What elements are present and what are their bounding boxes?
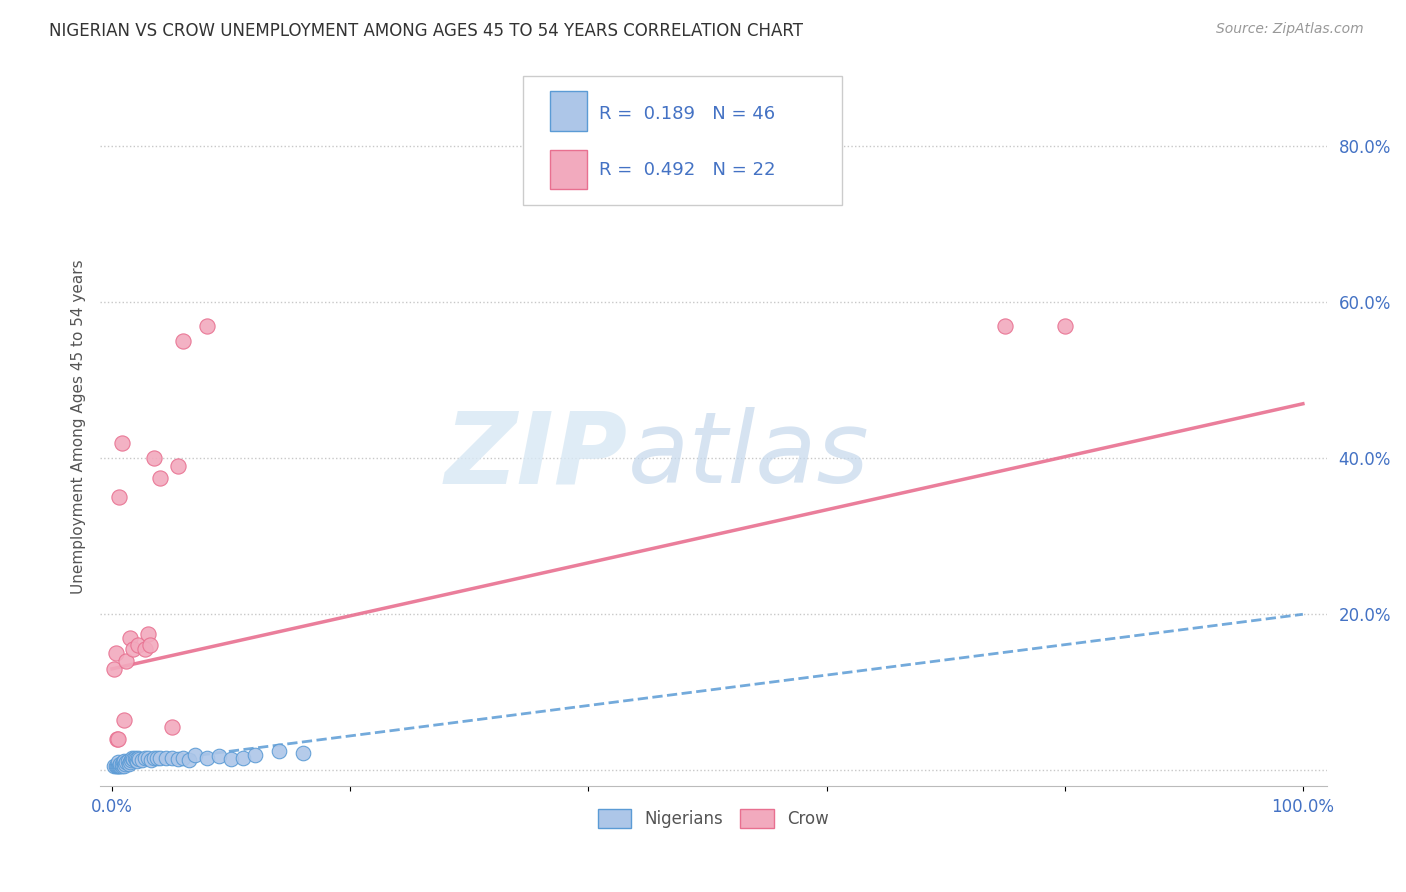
Point [110, 759, 132, 773]
Point [107, 756, 129, 770]
Point [128, 752, 150, 766]
Point [103, 662, 125, 676]
Legend: Nigerians, Crow: Nigerians, Crow [592, 802, 835, 835]
Point [142, 751, 165, 765]
Point [125, 752, 148, 766]
Point [108, 759, 131, 773]
Point [149, 471, 172, 485]
Point [105, 731, 128, 746]
Point [195, 750, 218, 764]
Point [136, 750, 159, 764]
Point [994, 318, 1017, 333]
Point [105, 759, 128, 773]
Point [184, 747, 207, 762]
Point [166, 459, 188, 474]
Point [107, 731, 129, 746]
Point [118, 756, 141, 770]
Point [134, 751, 156, 765]
Point [117, 754, 139, 768]
Point [111, 756, 134, 770]
Point [103, 759, 125, 773]
Text: R =  0.189   N = 46: R = 0.189 N = 46 [599, 105, 776, 123]
Point [108, 491, 131, 505]
Text: ZIP: ZIP [444, 408, 627, 504]
FancyBboxPatch shape [523, 76, 842, 205]
Point [112, 754, 135, 768]
Point [121, 751, 143, 765]
Point [1053, 318, 1076, 333]
FancyBboxPatch shape [550, 92, 588, 131]
Point [131, 753, 153, 767]
Point [110, 435, 132, 450]
Point [122, 752, 145, 766]
Text: atlas: atlas [627, 408, 869, 504]
Point [115, 756, 138, 770]
Point [110, 756, 132, 771]
Point [219, 752, 242, 766]
Point [160, 750, 183, 764]
Point [179, 753, 201, 767]
Point [134, 642, 156, 657]
Point [141, 753, 163, 767]
Point [104, 646, 127, 660]
Text: Source: ZipAtlas.com: Source: ZipAtlas.com [1216, 22, 1364, 37]
Point [110, 756, 132, 771]
Point [112, 759, 135, 773]
FancyBboxPatch shape [550, 150, 588, 189]
Point [118, 756, 141, 771]
Point [122, 642, 145, 657]
Point [291, 746, 314, 760]
Point [127, 639, 149, 653]
Point [166, 752, 188, 766]
Point [107, 759, 129, 773]
Point [112, 713, 135, 727]
Point [267, 744, 290, 758]
Point [120, 753, 142, 767]
Point [114, 756, 136, 771]
Point [173, 334, 195, 349]
Point [136, 626, 159, 640]
Point [127, 751, 149, 765]
Point [146, 751, 169, 765]
Point [155, 750, 177, 764]
Point [160, 720, 183, 734]
Point [173, 751, 195, 765]
Point [195, 318, 218, 333]
Point [243, 747, 266, 762]
Point [149, 750, 172, 764]
Point [110, 759, 132, 773]
Point [208, 749, 231, 764]
Point [118, 631, 141, 645]
Point [124, 750, 146, 764]
Point [104, 759, 127, 773]
Text: NIGERIAN VS CROW UNEMPLOYMENT AMONG AGES 45 TO 54 YEARS CORRELATION CHART: NIGERIAN VS CROW UNEMPLOYMENT AMONG AGES… [49, 22, 803, 40]
Point [139, 639, 162, 653]
Y-axis label: Unemployment Among Ages 45 to 54 years: Unemployment Among Ages 45 to 54 years [72, 260, 86, 594]
Text: R =  0.492   N = 22: R = 0.492 N = 22 [599, 161, 776, 179]
Point [232, 750, 254, 764]
Point [142, 451, 165, 466]
Point [125, 754, 148, 768]
Point [115, 654, 138, 668]
